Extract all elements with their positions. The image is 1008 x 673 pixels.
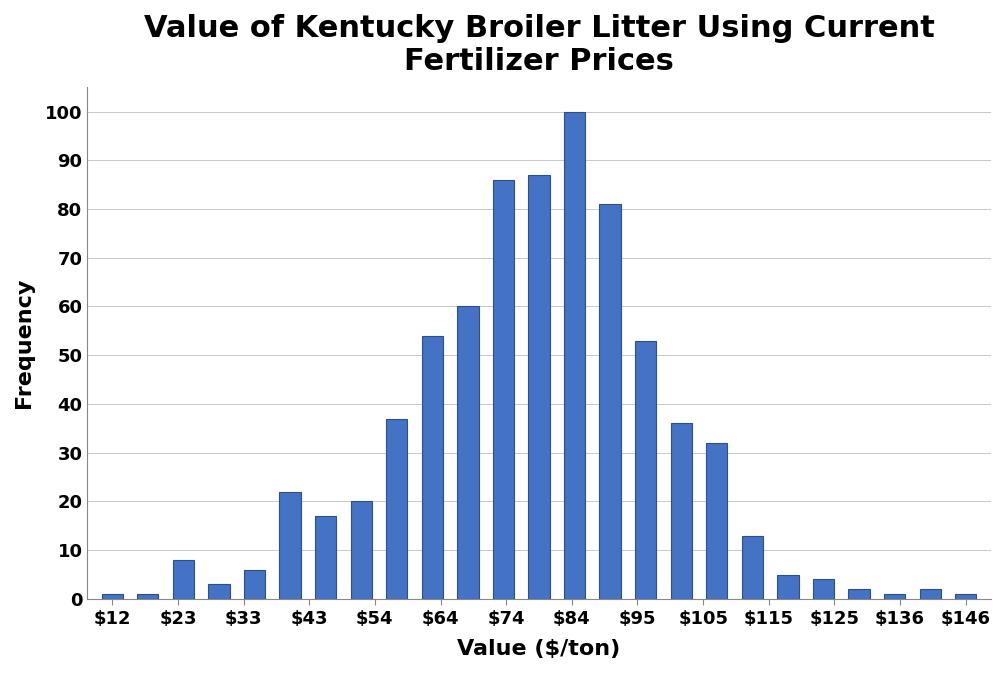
Bar: [812, 579, 835, 599]
Bar: [742, 536, 763, 599]
Bar: [102, 594, 123, 599]
Bar: [884, 594, 905, 599]
Bar: [137, 594, 158, 599]
Bar: [314, 516, 337, 599]
Bar: [849, 589, 870, 599]
Bar: [707, 443, 728, 599]
Bar: [172, 560, 195, 599]
Bar: [244, 569, 265, 599]
Bar: [600, 204, 621, 599]
Bar: [563, 112, 586, 599]
Bar: [386, 419, 407, 599]
Bar: [919, 589, 940, 599]
X-axis label: Value ($/ton): Value ($/ton): [458, 639, 621, 659]
Y-axis label: Frequency: Frequency: [14, 278, 34, 409]
Bar: [209, 584, 230, 599]
Bar: [279, 492, 300, 599]
Bar: [670, 423, 691, 599]
Bar: [955, 594, 977, 599]
Bar: [458, 306, 479, 599]
Bar: [777, 575, 798, 599]
Bar: [528, 175, 549, 599]
Bar: [493, 180, 514, 599]
Bar: [351, 501, 372, 599]
Title: Value of Kentucky Broiler Litter Using Current
Fertilizer Prices: Value of Kentucky Broiler Litter Using C…: [143, 14, 934, 77]
Bar: [421, 336, 443, 599]
Bar: [635, 341, 656, 599]
